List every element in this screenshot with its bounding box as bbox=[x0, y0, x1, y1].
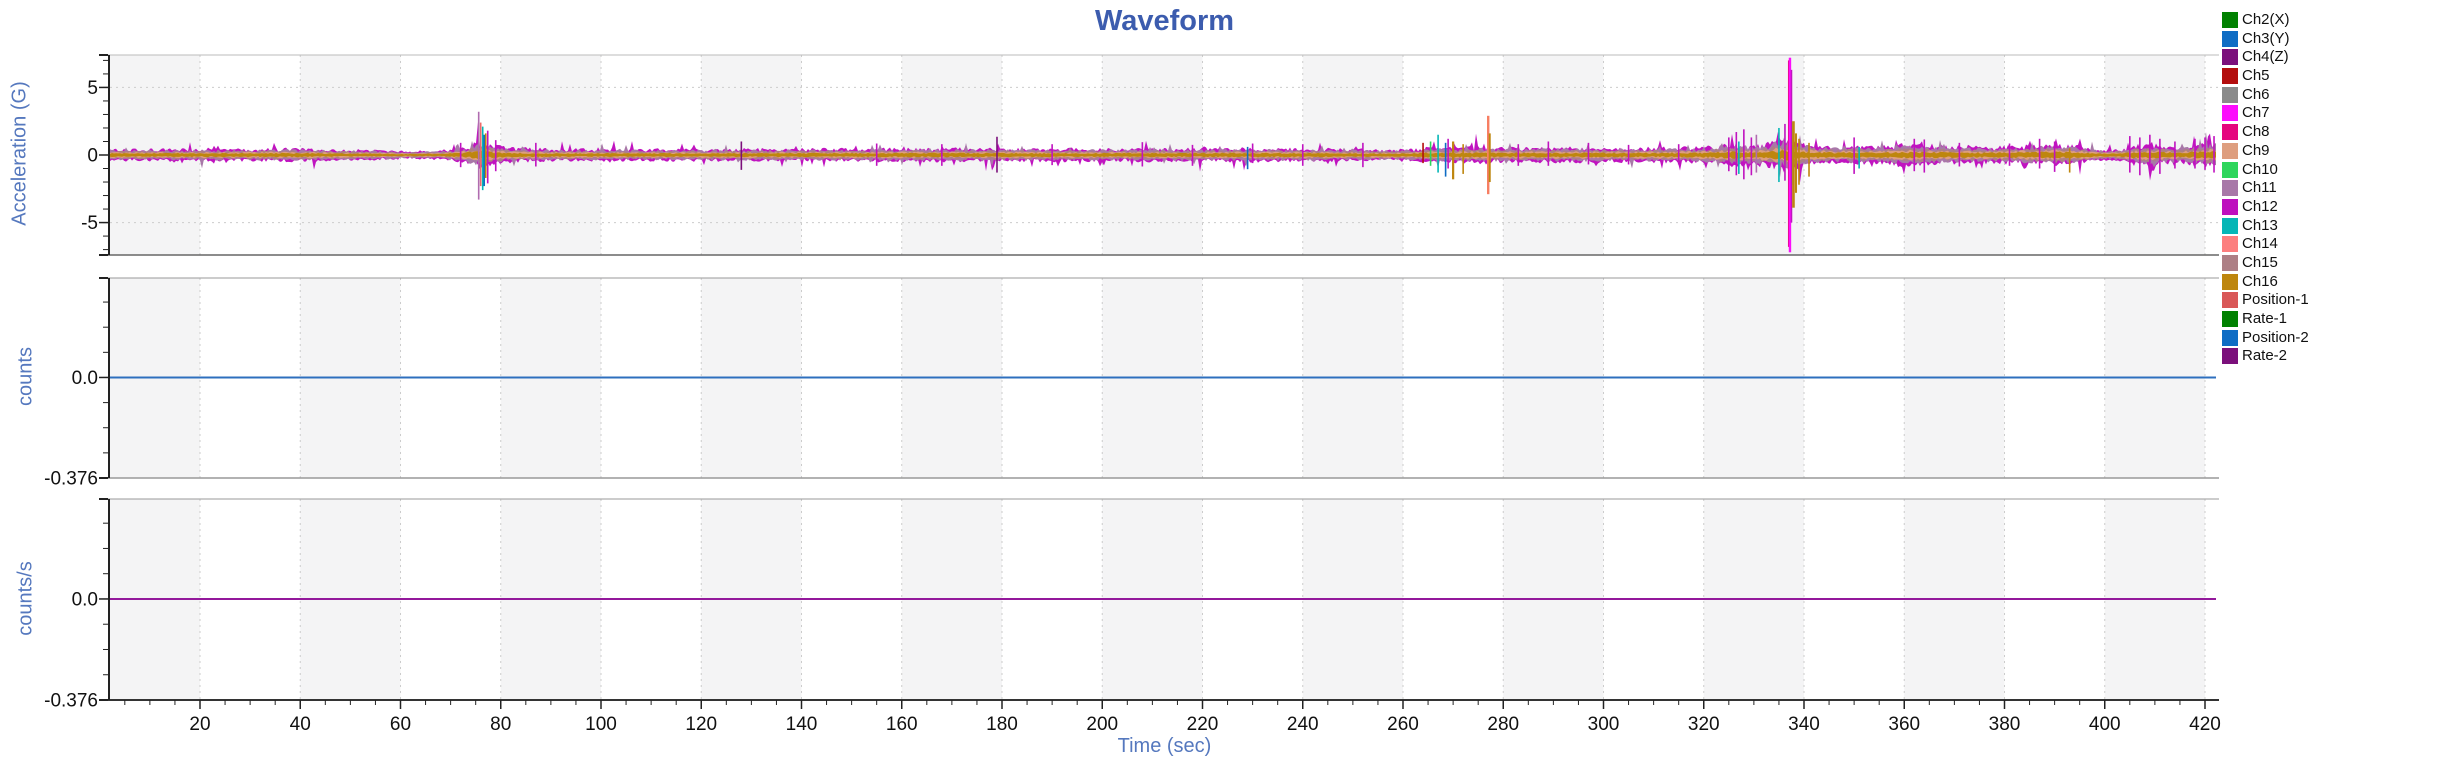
legend-color-swatch bbox=[2222, 217, 2238, 234]
svg-text:220: 220 bbox=[1187, 714, 1219, 735]
svg-text:0.0: 0.0 bbox=[72, 368, 98, 389]
legend-item-label: Ch15 bbox=[2242, 253, 2278, 271]
legend-item-label: Ch6 bbox=[2242, 85, 2270, 103]
legend-color-swatch bbox=[2222, 254, 2238, 271]
legend-color-swatch bbox=[2222, 30, 2238, 47]
legend-color-swatch bbox=[2222, 124, 2238, 141]
legend-item-ch16[interactable]: Ch16 bbox=[2222, 272, 2309, 290]
x-axis: 20 40 60 80 100 120 140 160 180 200 220 240 260 280 30… bbox=[124, 700, 2221, 735]
legend-item-rate-2[interactable]: Rate-2 bbox=[2222, 347, 2309, 365]
panel-acceleration[interactable]: 5 0 -5 bbox=[81, 54, 2219, 256]
legend-item-label: Ch4(Z) bbox=[2242, 48, 2289, 66]
svg-text:280: 280 bbox=[1487, 714, 1519, 735]
y-axis-ticks: 0.0 -0.376 bbox=[44, 498, 108, 712]
legend-item-label: Ch13 bbox=[2242, 216, 2278, 234]
legend-color-swatch bbox=[2222, 273, 2238, 290]
svg-text:160: 160 bbox=[886, 714, 918, 735]
legend-item-label: Ch14 bbox=[2242, 235, 2278, 253]
legend-color-swatch bbox=[2222, 86, 2238, 103]
panel-counts[interactable]: 0.0 -0.376 bbox=[44, 277, 2219, 490]
legend-item-label: Rate-1 bbox=[2242, 310, 2288, 327]
svg-text:120: 120 bbox=[685, 714, 717, 735]
legend-item-ch2-x-[interactable]: Ch2(X) bbox=[2222, 12, 2309, 28]
svg-text:400: 400 bbox=[2089, 714, 2121, 735]
legend-color-swatch bbox=[2222, 68, 2238, 85]
svg-text:140: 140 bbox=[786, 714, 818, 735]
legend-item-ch6[interactable]: Ch6 bbox=[2222, 85, 2309, 103]
legend-item-ch11[interactable]: Ch11 bbox=[2222, 179, 2309, 197]
legend-item-ch12[interactable]: Ch12 bbox=[2222, 197, 2309, 215]
svg-text:80: 80 bbox=[490, 714, 511, 735]
legend-item-ch7[interactable]: Ch7 bbox=[2222, 104, 2309, 122]
x-axis-label: Time (sec) bbox=[1117, 735, 1212, 757]
legend-item-ch14[interactable]: Ch14 bbox=[2222, 235, 2309, 253]
legend-item-label: Ch2(X) bbox=[2242, 11, 2290, 28]
legend-item-label: Ch12 bbox=[2242, 197, 2278, 215]
legend-color-swatch bbox=[2222, 311, 2238, 327]
y-axis-ticks: 0.0 -0.376 bbox=[44, 277, 108, 490]
legend-color-swatch bbox=[2222, 329, 2238, 346]
legend-item-label: Ch16 bbox=[2242, 272, 2278, 290]
svg-text:20: 20 bbox=[189, 714, 210, 735]
legend-item-ch10[interactable]: Ch10 bbox=[2222, 160, 2309, 178]
legend-item-label: Ch9 bbox=[2242, 141, 2270, 159]
svg-text:40: 40 bbox=[290, 714, 311, 735]
legend-color-swatch bbox=[2222, 142, 2238, 159]
svg-text:300: 300 bbox=[1588, 714, 1620, 735]
legend-item-ch15[interactable]: Ch15 bbox=[2222, 253, 2309, 271]
legend-color-swatch bbox=[2222, 105, 2238, 122]
svg-text:420: 420 bbox=[2189, 714, 2221, 735]
legend-color-swatch bbox=[2222, 12, 2238, 28]
legend-color-swatch bbox=[2222, 348, 2238, 365]
legend-item-ch5[interactable]: Ch5 bbox=[2222, 67, 2309, 85]
legend-item-ch8[interactable]: Ch8 bbox=[2222, 123, 2309, 141]
svg-text:100: 100 bbox=[585, 714, 617, 735]
legend-item-ch3-y-[interactable]: Ch3(Y) bbox=[2222, 29, 2309, 47]
svg-text:320: 320 bbox=[1688, 714, 1720, 735]
svg-text:340: 340 bbox=[1788, 714, 1820, 735]
svg-text:-0.376: -0.376 bbox=[44, 691, 98, 712]
legend-color-swatch bbox=[2222, 236, 2238, 253]
legend-item-ch13[interactable]: Ch13 bbox=[2222, 216, 2309, 234]
legend-item-label: Ch8 bbox=[2242, 123, 2270, 141]
y-axis-ticks: 5 0 -5 bbox=[81, 54, 108, 256]
svg-text:5: 5 bbox=[87, 78, 98, 99]
legend-item-label: Ch3(Y) bbox=[2242, 29, 2290, 47]
legend-item-ch9[interactable]: Ch9 bbox=[2222, 141, 2309, 159]
legend-item-label: Ch10 bbox=[2242, 160, 2278, 178]
legend-item-rate-1[interactable]: Rate-1 bbox=[2222, 311, 2309, 327]
svg-text:-5: -5 bbox=[81, 213, 98, 234]
svg-text:380: 380 bbox=[1989, 714, 2021, 735]
legend-item-label: Ch5 bbox=[2242, 67, 2270, 85]
svg-text:200: 200 bbox=[1086, 714, 1118, 735]
svg-text:360: 360 bbox=[1888, 714, 1920, 735]
svg-text:180: 180 bbox=[986, 714, 1018, 735]
legend: Ch2(X) Ch3(Y) Ch4(Z) Ch5 Ch6 Ch7 Ch8 Ch9 Ch10 Ch1… bbox=[2222, 12, 2309, 365]
legend-item-label: Ch11 bbox=[2242, 179, 2277, 197]
svg-text:-0.376: -0.376 bbox=[44, 469, 98, 490]
legend-item-label: Position-2 bbox=[2242, 328, 2309, 346]
legend-item-label: Ch7 bbox=[2242, 104, 2270, 122]
legend-color-swatch bbox=[2222, 49, 2238, 66]
svg-text:0.0: 0.0 bbox=[72, 589, 98, 610]
legend-item-ch4-z-[interactable]: Ch4(Z) bbox=[2222, 48, 2309, 66]
legend-color-swatch bbox=[2222, 198, 2238, 215]
legend-item-position-1[interactable]: Position-1 bbox=[2222, 291, 2309, 309]
svg-text:60: 60 bbox=[390, 714, 411, 735]
svg-text:260: 260 bbox=[1387, 714, 1419, 735]
legend-color-swatch bbox=[2222, 292, 2238, 309]
legend-item-label: Rate-2 bbox=[2242, 347, 2288, 365]
legend-color-swatch bbox=[2222, 180, 2238, 197]
svg-text:0: 0 bbox=[87, 146, 98, 167]
legend-item-position-2[interactable]: Position-2 bbox=[2222, 328, 2309, 346]
panel-counts-per-s[interactable]: 0.0 -0.376 bbox=[44, 498, 2219, 712]
legend-color-swatch bbox=[2222, 161, 2238, 178]
legend-item-label: Position-1 bbox=[2242, 291, 2309, 309]
svg-text:240: 240 bbox=[1287, 714, 1319, 735]
chart-title: Waveform bbox=[1094, 5, 1235, 37]
